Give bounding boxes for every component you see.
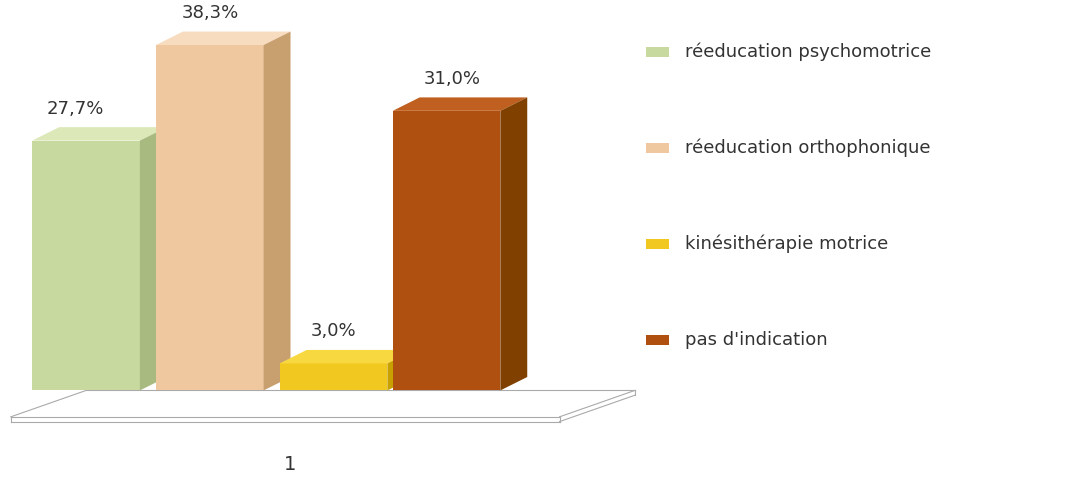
Text: 27,7%: 27,7% — [46, 100, 104, 118]
Polygon shape — [387, 350, 414, 391]
Bar — [646, 239, 669, 249]
Text: 3,0%: 3,0% — [311, 322, 356, 340]
Polygon shape — [140, 127, 167, 391]
Text: 38,3%: 38,3% — [181, 4, 239, 22]
Polygon shape — [393, 111, 500, 391]
Polygon shape — [280, 350, 414, 363]
Polygon shape — [280, 363, 387, 391]
Polygon shape — [393, 97, 527, 111]
Polygon shape — [500, 97, 527, 391]
Text: réeducation orthophonique: réeducation orthophonique — [685, 139, 931, 157]
Polygon shape — [32, 127, 167, 140]
Text: réeducation psychomotrice: réeducation psychomotrice — [685, 43, 932, 61]
Bar — [646, 47, 669, 58]
Polygon shape — [264, 31, 291, 391]
Polygon shape — [32, 140, 140, 391]
Text: 31,0%: 31,0% — [424, 70, 480, 88]
Bar — [646, 335, 669, 346]
Text: kinésithérapie motrice: kinésithérapie motrice — [685, 235, 889, 253]
Text: pas d'indication: pas d'indication — [685, 331, 829, 349]
Text: 1: 1 — [284, 455, 297, 474]
Bar — [646, 143, 669, 153]
Polygon shape — [156, 45, 264, 391]
Polygon shape — [156, 31, 291, 45]
